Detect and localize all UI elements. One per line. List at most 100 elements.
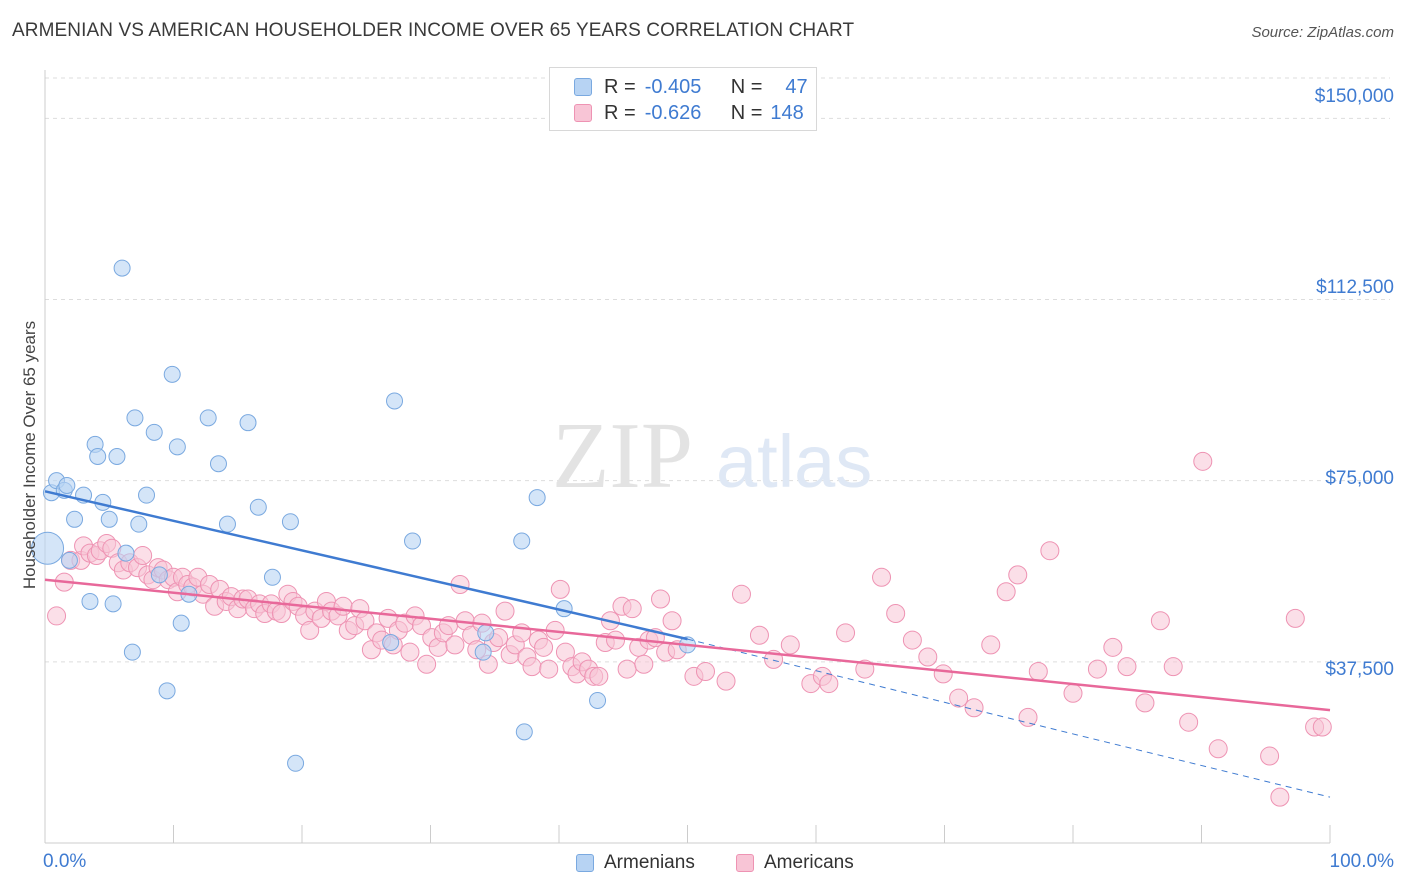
data-point-american xyxy=(886,604,906,624)
legend-row-armenians: R = -0.405 N = 47 xyxy=(574,75,808,99)
data-point-armenian xyxy=(150,566,168,584)
data-point-armenian xyxy=(515,723,533,741)
data-point-armenian xyxy=(199,409,217,427)
data-point-american xyxy=(902,630,922,650)
data-point-armenian xyxy=(58,476,76,494)
data-point-american xyxy=(819,674,839,694)
r-value: -0.626 xyxy=(644,101,702,124)
legend-label-americans: Americans xyxy=(764,852,854,873)
data-point-armenian xyxy=(117,544,135,562)
data-point-american xyxy=(1018,707,1038,727)
data-point-american xyxy=(1008,565,1028,585)
data-point-american xyxy=(1087,659,1107,679)
data-point-armenian xyxy=(60,551,78,569)
data-point-armenian xyxy=(104,595,122,613)
data-point-american xyxy=(1063,683,1083,703)
americans-swatch xyxy=(736,854,754,872)
data-point-armenian xyxy=(138,486,156,504)
legend-item-americans[interactable]: Americans xyxy=(736,852,854,874)
data-point-armenian xyxy=(218,515,236,533)
data-point-american xyxy=(695,661,715,681)
data-point-american xyxy=(634,654,654,674)
data-point-armenian xyxy=(513,532,531,550)
data-point-american xyxy=(1150,611,1170,631)
data-point-armenian xyxy=(31,531,65,565)
trend-line-americans xyxy=(44,578,1331,712)
data-point-american xyxy=(333,596,353,616)
source-label: Source: ZipAtlas.com xyxy=(1251,24,1394,41)
legend-label-armenians: Armenians xyxy=(604,852,695,873)
trend-extension-armenians xyxy=(687,638,1331,798)
data-point-armenian xyxy=(477,624,495,642)
data-point-armenian xyxy=(287,754,305,772)
data-point-american xyxy=(1028,661,1048,681)
data-point-american xyxy=(417,654,437,674)
legend-row-americans: R = -0.626 N = 148 xyxy=(574,101,804,125)
data-point-armenian xyxy=(281,513,299,531)
data-point-american xyxy=(662,611,682,631)
y-tick-label: $112,500 xyxy=(1316,277,1394,298)
data-point-american xyxy=(522,657,542,677)
data-point-armenian xyxy=(172,614,190,632)
data-point-american xyxy=(996,582,1016,602)
data-point-american xyxy=(1135,693,1155,713)
series-americans xyxy=(47,451,1332,807)
armenians-swatch xyxy=(574,78,592,96)
data-point-armenian xyxy=(89,448,107,465)
data-point-armenian xyxy=(209,455,227,473)
y-axis-label: Householder Income Over 65 years xyxy=(20,320,39,590)
data-point-armenian xyxy=(528,489,546,507)
n-label: N = xyxy=(730,101,763,124)
data-point-american xyxy=(1312,717,1332,737)
americans-swatch xyxy=(574,104,592,122)
data-point-armenian xyxy=(81,592,99,610)
y-tick-label: $75,000 xyxy=(1325,468,1394,489)
data-point-american xyxy=(933,664,953,684)
data-point-american xyxy=(749,625,769,645)
data-point-armenian xyxy=(66,510,84,528)
data-point-american xyxy=(622,599,642,619)
data-point-american xyxy=(836,623,856,643)
data-point-american xyxy=(300,620,320,640)
data-point-armenian xyxy=(130,515,148,533)
armenians-swatch xyxy=(576,854,594,872)
data-point-armenian xyxy=(404,532,422,550)
r-label: R = xyxy=(604,101,636,124)
data-point-american xyxy=(445,635,465,655)
n-value: 148 xyxy=(770,101,804,124)
data-point-american xyxy=(964,698,984,718)
data-point-american xyxy=(617,659,637,679)
data-point-armenian xyxy=(382,634,400,652)
data-point-american xyxy=(534,637,554,657)
data-point-american xyxy=(550,579,570,599)
n-label: N = xyxy=(730,75,763,98)
data-point-american xyxy=(1285,608,1305,628)
data-point-american xyxy=(133,546,153,566)
data-point-american xyxy=(1163,657,1183,677)
data-point-american xyxy=(400,642,420,662)
data-point-american xyxy=(606,630,626,650)
data-point-armenian xyxy=(168,438,186,456)
data-point-american xyxy=(1040,541,1060,561)
data-point-american xyxy=(981,635,1001,655)
n-value: 47 xyxy=(785,75,808,98)
watermark-zip: ZIP xyxy=(552,404,693,508)
data-point-american xyxy=(412,616,432,636)
data-point-american xyxy=(1260,746,1280,766)
data-point-armenian xyxy=(239,414,257,432)
data-point-american xyxy=(539,659,559,679)
y-tick-label: $150,000 xyxy=(1314,86,1394,107)
chart-title: ARMENIAN VS AMERICAN HOUSEHOLDER INCOME … xyxy=(12,20,855,41)
x-tick-label: 0.0% xyxy=(43,851,87,872)
grid-lines xyxy=(45,77,1390,663)
data-point-american xyxy=(495,601,515,621)
data-point-american xyxy=(651,589,671,609)
data-point-armenian xyxy=(123,643,141,661)
data-point-american xyxy=(1193,451,1213,471)
data-point-american xyxy=(1270,787,1290,807)
correlation-legend: R = -0.405 N = 47 R = -0.626 N = 148 xyxy=(549,67,817,131)
y-tick-label: $37,500 xyxy=(1325,659,1394,680)
data-point-american xyxy=(872,567,892,587)
legend-item-armenians[interactable]: Armenians xyxy=(576,852,695,874)
